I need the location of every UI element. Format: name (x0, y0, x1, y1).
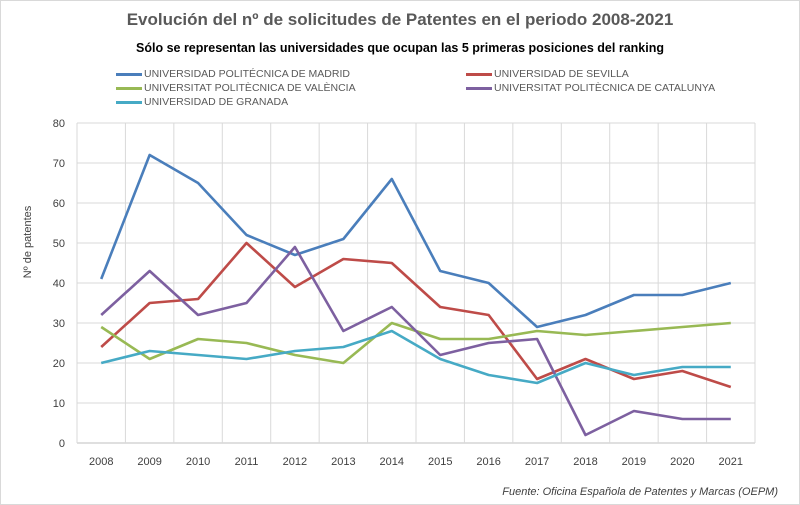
x-tick-label: 2009 (137, 456, 161, 468)
x-tick-label: 2014 (380, 456, 404, 468)
x-tick-label: 2010 (186, 456, 210, 468)
y-tick-label: 50 (53, 238, 65, 250)
x-tick-label: 2013 (331, 456, 355, 468)
y-tick-label: 70 (53, 158, 65, 170)
y-tick-label: 80 (53, 118, 65, 130)
y-tick-label: 20 (53, 358, 65, 370)
x-tick-label: 2011 (235, 456, 259, 468)
x-tick-label: 2019 (622, 456, 646, 468)
y-tick-label: 0 (59, 438, 65, 450)
x-tick-label: 2021 (719, 456, 743, 468)
x-tick-label: 2012 (283, 456, 307, 468)
x-tick-label: 2016 (476, 456, 500, 468)
x-tick-label: 2018 (573, 456, 597, 468)
y-tick-label: 30 (53, 318, 65, 330)
y-tick-label: 40 (53, 278, 65, 290)
y-tick-label: 60 (53, 198, 65, 210)
y-tick-label: 10 (53, 398, 65, 410)
x-tick-label: 2008 (89, 456, 113, 468)
x-tick-label: 2017 (525, 456, 549, 468)
x-tick-label: 2015 (428, 456, 452, 468)
x-tick-label: 2020 (670, 456, 694, 468)
